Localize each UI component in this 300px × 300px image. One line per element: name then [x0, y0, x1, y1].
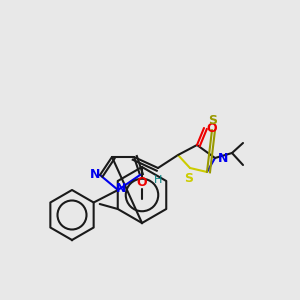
Text: N: N — [218, 152, 228, 164]
Text: O: O — [137, 176, 147, 190]
Text: S: S — [208, 113, 217, 127]
Text: S: S — [184, 172, 194, 184]
Text: N: N — [90, 169, 100, 182]
Text: O: O — [207, 122, 217, 134]
Text: N: N — [116, 182, 126, 194]
Text: H: H — [154, 175, 162, 185]
